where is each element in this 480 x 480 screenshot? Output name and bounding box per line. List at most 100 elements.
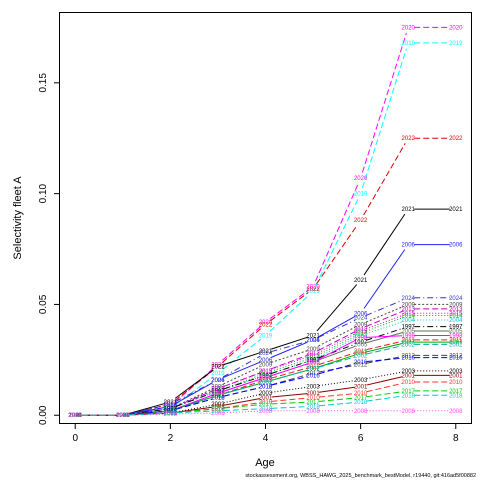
year-point-label: 2007 xyxy=(402,340,416,346)
series-segment xyxy=(223,383,260,395)
year-point-label: 2007 xyxy=(69,413,83,419)
year-point-label: 2018 xyxy=(211,409,225,415)
year-point-label: 2010 xyxy=(164,411,178,417)
series-segment xyxy=(271,393,308,398)
year-point-label: 2008 xyxy=(69,413,83,419)
footer-caption: stockassessment.org, WBSS_HAWG_2025_benc… xyxy=(245,473,476,479)
year-point-label: 2004 xyxy=(259,373,273,379)
year-point-label: 2007 xyxy=(306,367,320,373)
year-point-label: 2003 xyxy=(164,411,178,417)
series-segment xyxy=(318,363,355,375)
series-segment xyxy=(176,398,213,410)
series-segment xyxy=(270,341,308,358)
year-point-label: 2011 xyxy=(307,364,321,370)
year-point-label: 2017 xyxy=(116,413,130,419)
year-point-label: 2011 xyxy=(116,413,130,419)
year-point-label: 2017 xyxy=(449,389,463,395)
year-point-label: 2009 xyxy=(449,302,463,308)
series-segment xyxy=(223,398,260,406)
series-segment xyxy=(318,335,356,356)
series-segment xyxy=(363,249,406,309)
year-point-label: 2002 xyxy=(259,380,273,386)
year-point-label: 2005 xyxy=(402,329,416,335)
series-segment xyxy=(271,369,308,381)
year-point-label: 2009 xyxy=(116,413,130,419)
series-segment xyxy=(223,376,260,390)
series-segment xyxy=(223,402,260,409)
series-segment xyxy=(318,315,356,338)
year-point-label: 2008 xyxy=(259,409,273,415)
year-point-label: 2024 xyxy=(306,338,320,344)
series-segment xyxy=(271,361,308,374)
year-point-label: 2015 xyxy=(69,413,83,419)
year-point-label: 2018 xyxy=(402,393,416,399)
y-axis: 0.00 0.05 0.10 0.15 xyxy=(38,73,60,425)
year-point-label: 2004 xyxy=(164,407,178,413)
year-point-label: 2010 xyxy=(69,413,83,419)
year-point-label: 1997 xyxy=(402,325,416,331)
year-point-label: 2015 xyxy=(211,387,225,393)
year-point-label: 2017 xyxy=(164,411,178,417)
year-point-label: 2006 xyxy=(449,243,463,249)
year-point-label: 2006 xyxy=(354,311,368,317)
year-point-label: 2011 xyxy=(164,409,178,415)
series-segment xyxy=(318,337,356,358)
year-point-label: 2003 xyxy=(354,378,368,384)
year-point-label: 2005 xyxy=(306,360,320,366)
year-point-label: 2012 xyxy=(164,409,178,415)
year-point-label: 2006 xyxy=(69,413,83,419)
year-point-label: 2001 xyxy=(449,373,463,379)
year-point-label: 2020 xyxy=(402,25,416,31)
year-point-label: 2018 xyxy=(306,404,320,410)
year-point-label: 2001 xyxy=(211,404,225,410)
year-point-label: 2016 xyxy=(306,373,320,379)
year-point-label: 2003 xyxy=(259,391,273,397)
year-point-label: 2020 xyxy=(116,413,130,419)
year-point-label: 2005 xyxy=(164,409,178,415)
series-segment xyxy=(363,213,406,276)
year-point-label: 2012 xyxy=(69,413,83,419)
year-point-label: 2014 xyxy=(354,331,368,337)
year-point-label: 2006 xyxy=(259,358,273,364)
series-segment xyxy=(366,317,403,332)
year-point-label: 2007 xyxy=(354,351,368,357)
year-point-label: 2018 xyxy=(449,393,463,399)
year-point-label: 1998 xyxy=(402,333,416,339)
year-point-label: 1998 xyxy=(211,391,225,397)
series-segment xyxy=(128,408,165,415)
series-segment xyxy=(223,387,260,397)
series-segment xyxy=(128,405,165,415)
series-segment xyxy=(366,395,403,402)
year-point-label: 2013 xyxy=(164,407,178,413)
year-point-label: 1998 xyxy=(306,360,320,366)
year-point-label: 2012 xyxy=(402,353,416,359)
year-point-label: 2001 xyxy=(402,373,416,379)
year-point-label: 2008 xyxy=(164,412,178,418)
series-segment xyxy=(366,371,403,380)
year-point-label: 2009 xyxy=(164,407,178,413)
series-segment xyxy=(271,401,308,405)
year-point-label: 2005 xyxy=(69,413,83,419)
year-point-label: 2016 xyxy=(449,356,463,362)
year-point-label: 2019 xyxy=(449,41,463,47)
series-segment xyxy=(271,361,308,374)
year-point-label: 2021 xyxy=(164,400,178,406)
year-point-label: 2017 xyxy=(402,389,416,395)
series-segment xyxy=(223,352,260,366)
year-point-label: 2007 xyxy=(211,393,225,399)
year-point-label: 2015 xyxy=(116,413,130,419)
year-point-label: 2015 xyxy=(449,311,463,317)
year-point-label: 2005 xyxy=(354,342,368,348)
x-tick-label: 4 xyxy=(263,433,269,444)
year-point-label: 2012 xyxy=(116,413,130,419)
x-tick-label: 0 xyxy=(72,433,78,444)
year-point-label: 2013 xyxy=(116,413,130,419)
y-tick-label: 0.15 xyxy=(38,73,49,93)
series-segment xyxy=(318,352,356,366)
year-point-label: 1998 xyxy=(449,333,463,339)
year-point-label: 2006 xyxy=(402,243,416,249)
year-point-label: 2010 xyxy=(306,396,320,402)
series-segment xyxy=(175,388,213,407)
year-point-label: 2014 xyxy=(69,413,83,419)
series-segment xyxy=(270,289,309,319)
